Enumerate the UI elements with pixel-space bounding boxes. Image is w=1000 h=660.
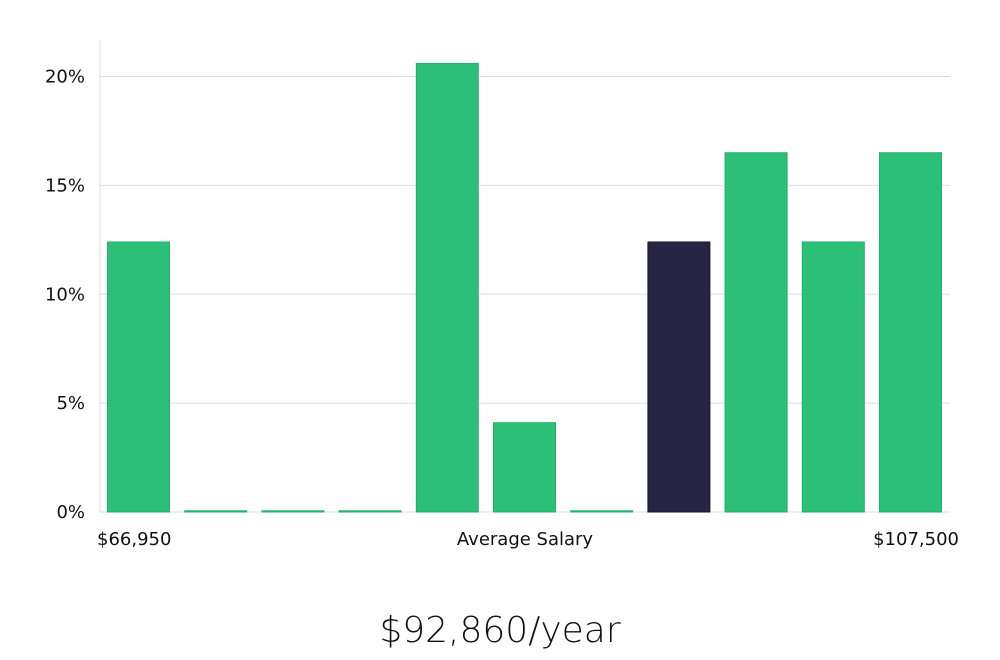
y-tick-label: 10%	[45, 284, 85, 305]
x-min-label: $66,950	[97, 529, 172, 550]
average-salary-value: $92,860/year	[379, 610, 621, 651]
y-tick-label: 0%	[56, 502, 85, 523]
bar	[493, 422, 556, 513]
bar	[415, 62, 479, 513]
y-tick-label: 15%	[45, 175, 85, 196]
y-tick-label: 20%	[45, 67, 85, 88]
bar	[338, 510, 402, 513]
bar-highlighted	[647, 241, 711, 513]
bar	[261, 510, 325, 513]
bar	[724, 152, 788, 513]
bar	[570, 510, 634, 513]
x-max-label: $107,500	[873, 529, 959, 550]
y-tick-label: 5%	[56, 393, 85, 414]
bar	[184, 510, 248, 513]
x-axis-title: Average Salary	[456, 529, 594, 550]
bar	[879, 152, 942, 513]
bar	[801, 241, 865, 513]
salary-histogram: 0% 5% 10% 15% 20%	[45, 40, 950, 523]
bar	[107, 241, 170, 513]
